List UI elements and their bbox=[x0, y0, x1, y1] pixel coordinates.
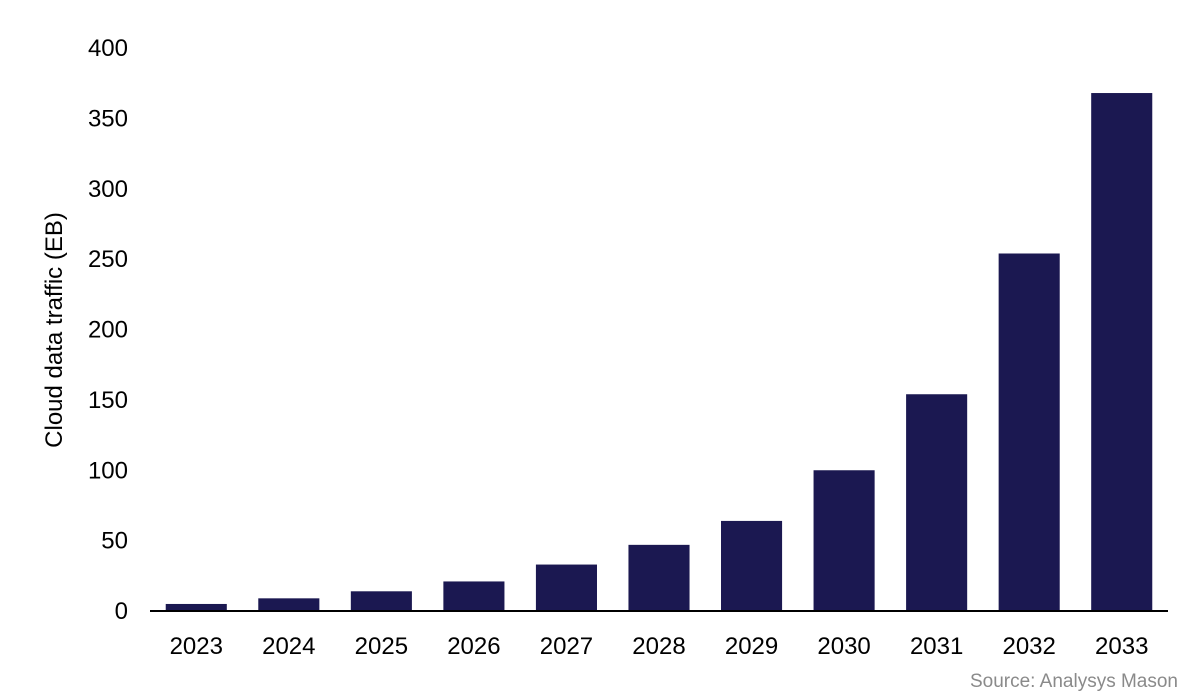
x-tick-label: 2031 bbox=[910, 633, 963, 660]
bar-2027 bbox=[535, 564, 597, 611]
y-tick-label: 50 bbox=[101, 528, 128, 555]
y-tick-label: 400 bbox=[88, 35, 128, 62]
x-tick-label: 2023 bbox=[170, 633, 223, 660]
x-tick-label: 2024 bbox=[262, 633, 315, 660]
bars bbox=[165, 93, 1153, 612]
x-tick-label: 2028 bbox=[632, 633, 685, 660]
y-tick-label: 150 bbox=[88, 387, 128, 414]
y-axis-title: Cloud data traffic (EB) bbox=[41, 212, 68, 448]
bar-2023 bbox=[165, 603, 227, 611]
x-tick-label: 2027 bbox=[540, 633, 593, 660]
bar-2028 bbox=[628, 544, 690, 611]
bar-2029 bbox=[721, 520, 783, 611]
bar-2033 bbox=[1091, 93, 1153, 612]
y-axis-ticks: 0 50 100 150 200 250 300 350 400 bbox=[88, 35, 128, 625]
bar-2026 bbox=[443, 581, 505, 611]
x-tick-label: 2025 bbox=[355, 633, 408, 660]
y-tick-label: 100 bbox=[88, 457, 128, 484]
y-tick-label: 200 bbox=[88, 317, 128, 344]
y-tick-label: 300 bbox=[88, 176, 128, 203]
bar-2025 bbox=[350, 591, 412, 611]
source-note: Source: Analysys Mason bbox=[969, 671, 1178, 692]
bar-2031 bbox=[906, 394, 968, 611]
x-tick-label: 2032 bbox=[1002, 633, 1055, 660]
bar-2032 bbox=[998, 253, 1060, 611]
y-tick-label: 250 bbox=[88, 246, 128, 273]
bar-2030 bbox=[813, 470, 875, 611]
y-tick-label: 350 bbox=[88, 105, 128, 132]
bar-2024 bbox=[258, 598, 320, 611]
x-tick-label: 2029 bbox=[725, 633, 778, 660]
x-axis-ticks: 2023 2024 2025 2026 2027 2028 2029 2030 2031 2032… bbox=[170, 633, 1149, 660]
y-tick-label: 0 bbox=[115, 598, 128, 625]
x-tick-label: 2026 bbox=[447, 633, 500, 660]
x-tick-label: 2033 bbox=[1095, 633, 1148, 660]
x-tick-label: 2030 bbox=[817, 633, 870, 660]
